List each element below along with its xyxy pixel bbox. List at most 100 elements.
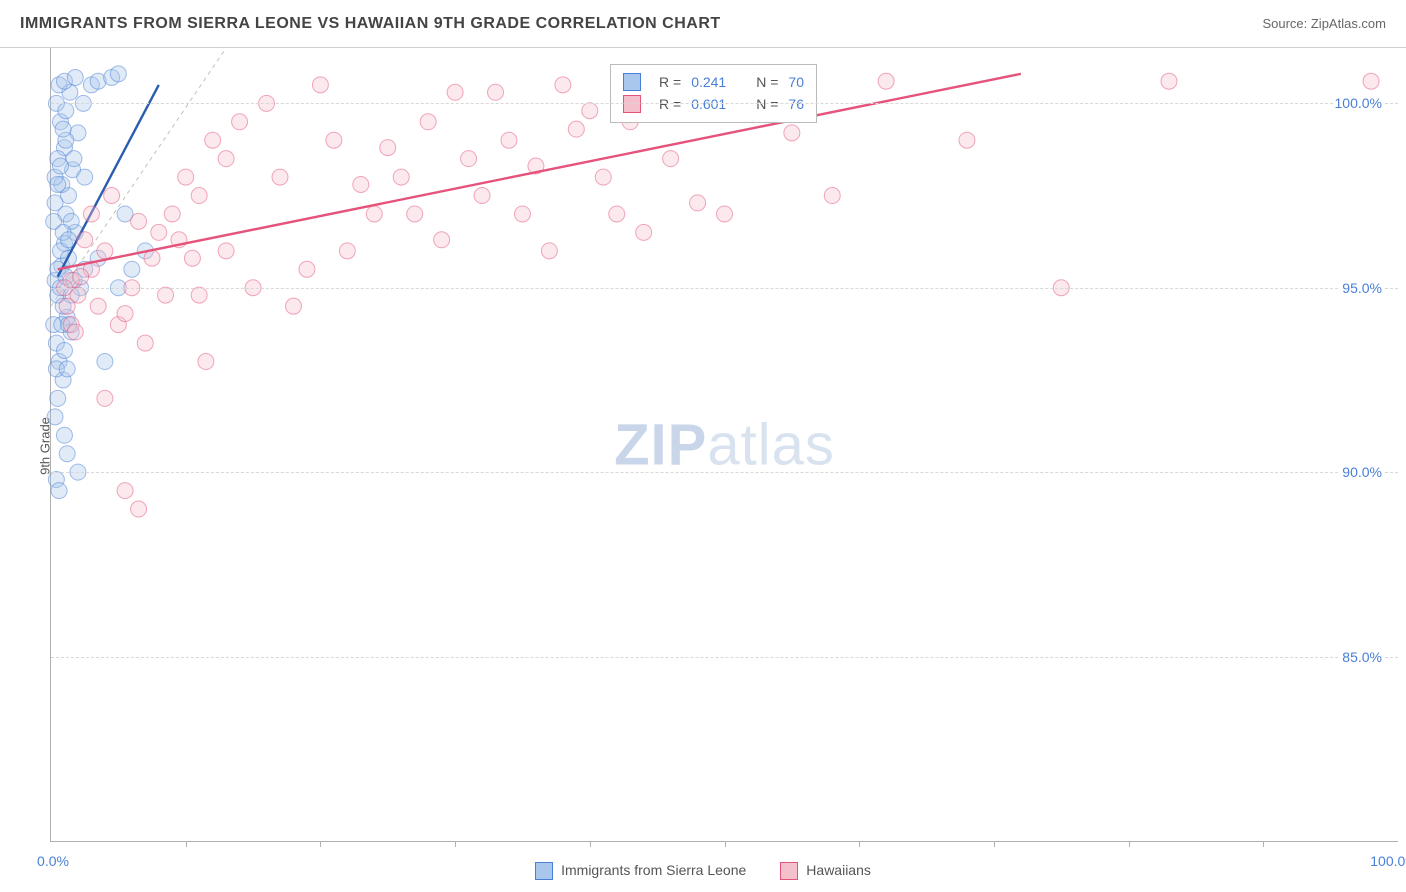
scatter-point — [420, 114, 436, 130]
scatter-point — [50, 390, 66, 406]
stat-n-value: 70 — [788, 71, 804, 93]
stats-row: R = 0.241N = 70 — [623, 71, 804, 93]
scatter-point — [461, 151, 477, 167]
scatter-point — [50, 176, 66, 192]
scatter-point — [47, 195, 63, 211]
y-tick-label: 100.0% — [1333, 95, 1384, 111]
scatter-point — [47, 409, 63, 425]
scatter-point — [131, 501, 147, 517]
scatter-point — [272, 169, 288, 185]
legend-item: Hawaiians — [780, 862, 871, 880]
scatter-point — [366, 206, 382, 222]
scatter-point — [299, 261, 315, 277]
stat-n-value: 76 — [788, 93, 804, 115]
x-tick — [1129, 841, 1130, 847]
y-tick-label: 90.0% — [1340, 464, 1384, 480]
x-tick — [1263, 841, 1264, 847]
x-tick — [455, 841, 456, 847]
gridline-h — [51, 657, 1398, 658]
scatter-point — [184, 250, 200, 266]
scatter-point — [90, 298, 106, 314]
scatter-point — [407, 206, 423, 222]
scatter-point — [59, 446, 75, 462]
scatter-point — [690, 195, 706, 211]
stat-n-label: N = — [756, 93, 778, 115]
scatter-point — [157, 287, 173, 303]
scatter-point — [191, 188, 207, 204]
scatter-point — [568, 121, 584, 137]
scatter-point — [56, 427, 72, 443]
scatter-point — [191, 287, 207, 303]
y-tick-label: 95.0% — [1340, 280, 1384, 296]
stats-legend-box: R = 0.241N = 70R = 0.601N = 76 — [610, 64, 817, 123]
scatter-point — [312, 77, 328, 93]
scatter-point — [218, 243, 234, 259]
x-tick — [186, 841, 187, 847]
scatter-point — [285, 298, 301, 314]
scatter-point — [488, 84, 504, 100]
scatter-point — [178, 169, 194, 185]
x-tick — [725, 841, 726, 847]
chart-svg — [51, 48, 1398, 841]
scatter-point — [56, 342, 72, 358]
scatter-point — [52, 158, 68, 174]
scatter-point — [164, 206, 180, 222]
scatter-point — [636, 224, 652, 240]
scatter-point — [434, 232, 450, 248]
scatter-point — [232, 114, 248, 130]
scatter-point — [97, 390, 113, 406]
gridline-h — [51, 288, 1398, 289]
scatter-point — [137, 335, 153, 351]
scatter-point — [824, 188, 840, 204]
scatter-point — [104, 188, 120, 204]
scatter-point — [59, 361, 75, 377]
scatter-point — [97, 354, 113, 370]
scatter-point — [339, 243, 355, 259]
scatter-point — [205, 132, 221, 148]
legend-swatch — [535, 862, 553, 880]
scatter-point — [131, 213, 147, 229]
scatter-point — [501, 132, 517, 148]
scatter-point — [77, 169, 93, 185]
scatter-point — [380, 140, 396, 156]
scatter-point — [784, 125, 800, 141]
chart-source: Source: ZipAtlas.com — [1262, 16, 1386, 31]
stat-r-value: 0.241 — [691, 71, 726, 93]
scatter-point — [117, 483, 133, 499]
scatter-point — [514, 206, 530, 222]
scatter-point — [582, 103, 598, 119]
scatter-point — [198, 354, 214, 370]
scatter-point — [59, 298, 75, 314]
scatter-point — [353, 176, 369, 192]
scatter-point — [77, 232, 93, 248]
scatter-point — [51, 483, 67, 499]
gridline-h — [51, 103, 1398, 104]
scatter-point — [959, 132, 975, 148]
scatter-point — [474, 188, 490, 204]
legend-label: Immigrants from Sierra Leone — [561, 862, 746, 878]
scatter-point — [878, 73, 894, 89]
scatter-point — [447, 84, 463, 100]
scatter-point — [55, 121, 71, 137]
legend-label: Hawaiians — [806, 862, 871, 878]
scatter-point — [326, 132, 342, 148]
stat-n-label: N = — [756, 71, 778, 93]
x-tick — [590, 841, 591, 847]
scatter-point — [555, 77, 571, 93]
scatter-point — [595, 169, 611, 185]
series-swatch — [623, 73, 641, 91]
stats-row: R = 0.601N = 76 — [623, 93, 804, 115]
plot-area: ZIPatlas R = 0.241N = 70R = 0.601N = 76 … — [50, 48, 1398, 842]
scatter-point — [541, 243, 557, 259]
chart-title: IMMIGRANTS FROM SIERRA LEONE VS HAWAIIAN… — [20, 15, 721, 33]
scatter-point — [97, 243, 113, 259]
scatter-point — [58, 103, 74, 119]
scatter-point — [1363, 73, 1379, 89]
x-tick — [320, 841, 321, 847]
series-swatch — [623, 95, 641, 113]
legend-item: Immigrants from Sierra Leone — [535, 862, 746, 880]
scatter-point — [663, 151, 679, 167]
scatter-point — [124, 261, 140, 277]
scatter-point — [144, 250, 160, 266]
scatter-point — [151, 224, 167, 240]
